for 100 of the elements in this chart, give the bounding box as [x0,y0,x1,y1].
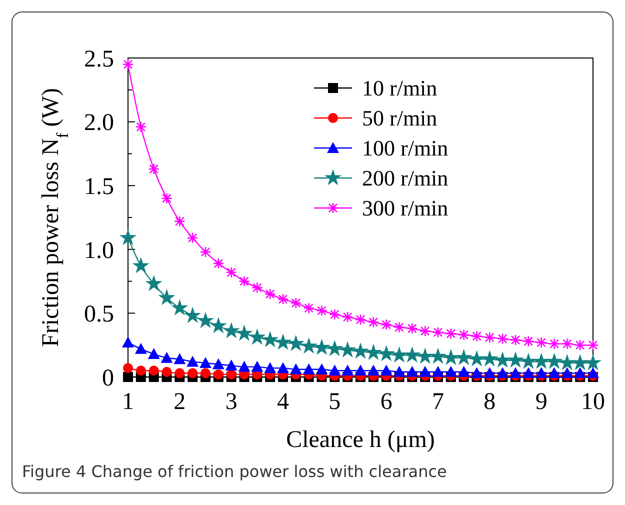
point [174,353,186,364]
point [313,338,330,355]
point [468,350,486,366]
point [158,288,176,306]
point [200,368,210,378]
point [316,305,328,316]
point [145,274,162,292]
point [132,257,150,274]
point [225,360,238,371]
point [212,258,224,270]
point [300,337,318,354]
x-tick-label: 1 [122,389,134,415]
point [378,345,395,362]
point [458,366,470,377]
point [123,372,133,382]
x-axis-title: Cleance h (μm) [286,427,435,453]
point [380,319,392,330]
y-tick-label: 2.0 [84,110,114,136]
point [212,358,224,370]
point [326,340,344,356]
point [432,366,444,377]
legend-label: 10 r/min [362,76,438,101]
point [303,302,314,314]
x-tick-label: 4 [277,389,289,415]
point [471,330,482,342]
y-tick-label: 0.5 [84,302,114,328]
point [419,325,431,337]
point [252,282,263,294]
point [416,348,434,364]
point [302,363,315,374]
point [442,348,460,366]
point [226,266,237,278]
point [329,308,340,320]
point [535,367,548,378]
x-tick-label: 6 [380,389,392,415]
point [290,297,302,309]
point [390,346,408,363]
point [251,360,264,372]
point [210,317,227,334]
point [316,363,328,374]
point [264,362,276,374]
point [238,276,250,287]
point [406,366,418,377]
legend-label: 300 r/min [362,196,448,221]
point [354,364,366,376]
point [584,354,602,370]
point [277,362,289,374]
point [171,299,188,316]
point [496,333,508,344]
point [558,354,576,370]
x-tick-label: 5 [328,389,341,415]
point [174,216,186,227]
point [354,314,366,326]
point [174,368,185,378]
point [238,360,250,372]
point [380,364,392,376]
point [444,366,457,377]
point [123,363,133,374]
point [122,336,134,348]
point [134,342,147,354]
point [458,329,470,341]
point [287,334,304,352]
point [548,367,560,378]
point [122,58,134,70]
point [274,334,292,350]
point [587,367,599,378]
x-tick-label: 8 [484,389,496,415]
point [196,312,214,328]
point [226,369,236,380]
point [264,288,276,300]
point [510,334,522,346]
point [562,338,573,350]
point [186,356,199,367]
point [484,367,496,378]
legend-label: 200 r/min [362,166,448,191]
point [522,367,534,378]
point [506,351,524,368]
point [494,351,512,368]
point [587,339,599,351]
point [186,232,198,244]
point [352,342,370,359]
y-tick-label: 0 [102,365,114,392]
point [432,326,444,338]
point [510,367,522,378]
point [213,369,224,380]
y-tick-label: 1.0 [84,238,114,264]
point [162,366,172,377]
point [548,338,560,350]
point [429,348,447,364]
point [148,348,160,360]
point [455,348,472,366]
point [536,336,547,348]
point [200,246,212,258]
point [136,366,146,376]
point [342,311,354,323]
point [419,366,432,377]
x-tick-label: 2 [174,389,186,415]
point [574,339,586,351]
point [342,364,354,376]
point [364,344,382,360]
